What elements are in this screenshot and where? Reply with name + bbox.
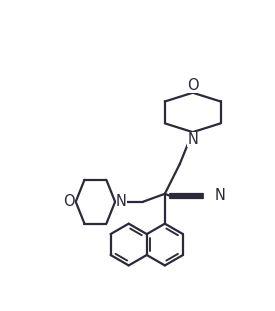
Text: N: N — [187, 132, 198, 146]
Text: N: N — [214, 188, 225, 203]
Text: O: O — [187, 78, 199, 93]
Text: N: N — [116, 194, 126, 209]
Text: O: O — [63, 194, 75, 209]
